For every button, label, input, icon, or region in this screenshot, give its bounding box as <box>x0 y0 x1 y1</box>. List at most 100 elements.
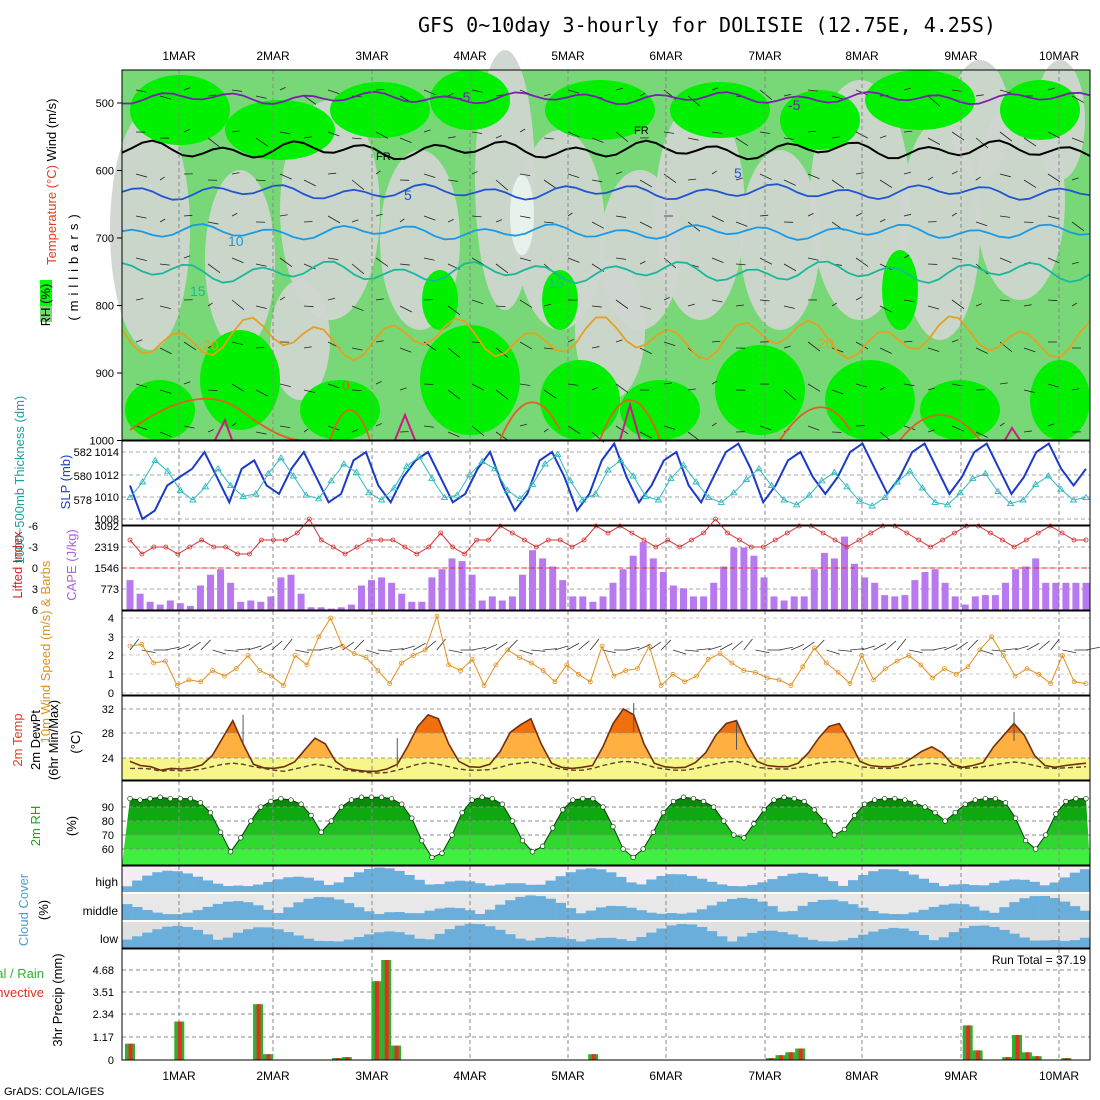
wind10m-barb <box>188 641 201 651</box>
cloud-cover-bar <box>878 913 889 921</box>
wind-barb <box>879 263 892 271</box>
wind-barb <box>423 383 434 385</box>
cloud-cover-bar <box>848 937 859 948</box>
wind-barb <box>615 215 627 218</box>
cloud-cover-bar <box>616 939 627 948</box>
cloud-cover-bar <box>817 941 829 948</box>
lifted-index-tick-label: 3 <box>32 584 38 596</box>
cape-bar <box>730 547 738 610</box>
wind10m-barb <box>967 639 979 651</box>
cloud-cover-bar <box>404 934 415 948</box>
wind-barb <box>735 304 744 307</box>
cape-bar <box>680 588 687 610</box>
cloud-cover-bar <box>979 925 990 948</box>
cape-bar <box>408 601 416 610</box>
wind10m-point <box>198 679 204 685</box>
wind10m-point <box>151 660 157 666</box>
ylabel-temp2m-2: 2m DewPt <box>28 710 43 770</box>
rh2m-frame <box>121 780 1091 866</box>
wind-barb <box>831 95 844 100</box>
wind10m-barb <box>1085 646 1100 651</box>
wind-barb <box>639 305 652 310</box>
wind10m-point <box>729 660 735 666</box>
lifted-index-line <box>129 518 1086 555</box>
date-label-bottom: 3MAR <box>355 1069 389 1083</box>
rh2m-point <box>811 807 817 813</box>
wind-barb <box>831 347 844 353</box>
wind-barb <box>207 429 214 433</box>
cape-bar <box>458 561 466 610</box>
rh2m-point <box>399 801 405 807</box>
lifted-index-point <box>653 544 659 550</box>
precip-convective-bar <box>1005 1057 1010 1060</box>
rh2m-point <box>1063 798 1069 805</box>
cloud-cover-bar <box>858 907 869 921</box>
precip-convective-bar <box>1015 1035 1020 1060</box>
wind10m-barb <box>625 646 640 651</box>
thickness-point <box>541 460 549 467</box>
wind-barb <box>543 303 552 307</box>
rh2m-point <box>207 809 214 816</box>
wind-barb <box>1071 177 1079 181</box>
cloud-cover-bar <box>122 904 133 921</box>
rh2m-point <box>791 795 797 802</box>
lifted-index-tick-label: 6 <box>32 605 38 617</box>
wind-barb <box>279 296 286 301</box>
wind10m-point <box>233 666 239 671</box>
lifted-index-point <box>330 544 336 550</box>
cloud-cover-bar <box>414 879 425 893</box>
rh2m-point <box>1012 815 1019 821</box>
wind10m-barb <box>531 649 546 652</box>
rh2m-point <box>630 854 636 861</box>
cloud-cover-bar <box>807 939 819 948</box>
precip-convective-bar <box>394 1045 399 1060</box>
contour-label-5: 5 <box>404 187 412 203</box>
precip-convective-bar <box>1064 1058 1069 1060</box>
rh2m-point <box>831 832 838 838</box>
rh-dry-region <box>515 130 605 330</box>
wind-barb <box>711 170 717 175</box>
lifted-index-point <box>211 544 217 550</box>
cloud-cover-bar <box>797 905 808 921</box>
wind10m-point <box>245 653 251 658</box>
cloud-cover-bar <box>323 884 335 893</box>
wind-barb <box>327 215 341 224</box>
cloud-cover-bar <box>283 877 294 893</box>
isotherm-15 <box>121 260 1091 285</box>
wind-barb <box>783 93 792 97</box>
thickness-point <box>604 466 612 473</box>
wind-barb <box>903 299 915 303</box>
cape-bar <box>559 580 567 610</box>
wind-barb <box>759 299 770 302</box>
contour-label-fr: FR <box>634 125 649 137</box>
wind10m-point <box>599 643 605 649</box>
cloud-cover-bar <box>283 932 294 948</box>
lifted-index-point <box>402 544 408 550</box>
cloud-cover-bar <box>152 929 163 948</box>
cloud-cover-bar <box>848 880 859 893</box>
cloud-cover-bar <box>525 895 536 921</box>
wind-barb <box>207 302 213 307</box>
wind10m-barb <box>908 649 923 654</box>
ylabel-temp2m-3: (6hr Min/Max) <box>46 700 61 780</box>
cloud-cover-bar <box>434 908 445 921</box>
cloud-cover-bar <box>505 934 516 948</box>
cloud-cover-bar <box>152 872 163 893</box>
cloud-cover-bar <box>676 924 687 948</box>
cloud-cover-bar <box>737 936 748 948</box>
thickness-point <box>767 481 776 489</box>
wind-barb <box>759 131 771 134</box>
thickness-point <box>340 460 348 467</box>
lifted-index-point <box>366 537 372 543</box>
wind-barb <box>879 218 886 223</box>
wind-barb <box>1047 87 1055 91</box>
cloud-cover-bar <box>999 929 1010 948</box>
wind-barb <box>159 389 172 394</box>
wind10m-point <box>930 675 935 681</box>
cape-tick-label: 773 <box>101 584 119 596</box>
wind10m-point <box>304 662 310 668</box>
date-label-bottom: 1MAR <box>162 1069 196 1083</box>
wind-barb <box>567 173 580 178</box>
thickness-point <box>503 486 512 493</box>
